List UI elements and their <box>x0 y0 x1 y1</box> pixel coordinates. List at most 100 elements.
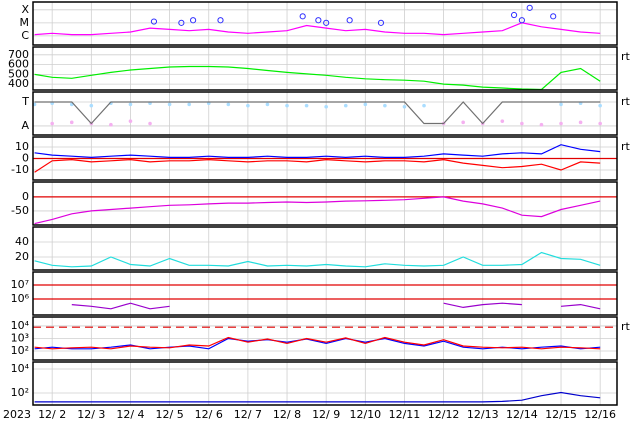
panel-frame <box>32 271 618 316</box>
data-point <box>128 119 133 123</box>
x-tick-label: 12/16 <box>584 408 616 421</box>
series-line <box>34 336 601 350</box>
y-tick-label: -10 <box>11 163 29 176</box>
data-point <box>50 121 54 126</box>
y-tick-label: -50 <box>11 204 29 217</box>
panel-frame <box>32 361 618 406</box>
data-point <box>69 120 74 125</box>
side-label: rt <box>621 320 631 333</box>
panel-frame <box>32 91 618 136</box>
y-tick-label: 0 <box>22 152 29 165</box>
data-point <box>550 13 557 20</box>
panel-frame <box>32 226 618 271</box>
series-line <box>71 302 601 310</box>
x-tick-label: 12/13 <box>467 408 499 421</box>
data-point <box>363 102 368 107</box>
data-point <box>299 13 306 20</box>
x-tick-label: 12/15 <box>545 408 577 421</box>
y-tick-label: 10² <box>11 344 29 357</box>
x-tick-label: 12/ 3 <box>77 408 105 421</box>
data-point <box>315 17 322 24</box>
y-tick-label: M <box>20 16 30 29</box>
y-tick-label: 40 <box>15 235 29 248</box>
y-tick-label: 500 <box>8 67 29 80</box>
data-point <box>539 122 544 127</box>
y-tick-label: T <box>21 95 29 108</box>
data-point <box>526 4 533 11</box>
x-tick-label: 12/12 <box>428 408 460 421</box>
data-point <box>324 105 328 109</box>
data-point <box>402 105 407 109</box>
data-point <box>510 11 518 19</box>
panel-frame <box>32 316 618 361</box>
x-tick-label: 12/ 5 <box>156 408 184 421</box>
side-label: rt <box>621 140 631 153</box>
data-point <box>598 103 602 108</box>
y-tick-label: C <box>21 29 29 42</box>
data-point <box>518 17 525 24</box>
year-label: 2023 <box>3 408 31 421</box>
x-tick-label: 12/10 <box>349 408 381 421</box>
series-line <box>34 101 601 125</box>
series-line <box>34 65 601 91</box>
data-point <box>346 17 353 24</box>
data-point <box>109 122 113 127</box>
data-point <box>383 103 387 108</box>
x-tick-label: 12/ 8 <box>273 408 301 421</box>
y-tick-label: A <box>21 119 29 132</box>
data-point <box>217 17 224 24</box>
data-point <box>461 120 465 125</box>
y-tick-label: 10⁴ <box>11 319 30 332</box>
y-tick-label: 10⁷ <box>11 278 29 291</box>
panel-frame <box>32 136 618 181</box>
data-point <box>500 119 505 123</box>
x-tick-label: 12/11 <box>389 408 421 421</box>
data-point <box>148 121 152 126</box>
data-point <box>559 102 563 107</box>
x-tick-label: 12/ 7 <box>234 408 262 421</box>
y-tick-label: 10⁴ <box>11 362 30 375</box>
y-tick-label: 10 <box>15 140 29 153</box>
data-point <box>178 19 185 26</box>
data-point <box>598 121 602 126</box>
y-tick-label: X <box>21 3 29 16</box>
series-line <box>34 391 601 403</box>
y-tick-label: 10⁶ <box>11 292 30 305</box>
data-point <box>285 103 289 108</box>
data-point <box>265 102 270 107</box>
data-point <box>304 103 309 108</box>
side-label: rt <box>621 95 631 108</box>
x-tick-label: 12/14 <box>506 408 538 421</box>
x-tick-label: 12/ 2 <box>38 408 66 421</box>
y-tick-label: 20 <box>15 250 29 263</box>
data-point <box>520 121 524 126</box>
series-line <box>34 158 601 173</box>
panel-frame <box>32 181 618 226</box>
data-point <box>246 103 250 108</box>
y-tick-label: 700 <box>8 48 29 61</box>
x-tick-label: 12/ 6 <box>195 408 223 421</box>
data-point <box>559 121 563 126</box>
series-line <box>34 22 601 36</box>
y-tick-label: 0 <box>22 190 29 203</box>
y-tick-label: 600 <box>8 58 29 71</box>
data-point <box>343 103 348 108</box>
data-point <box>422 103 426 108</box>
y-tick-label: 10² <box>11 386 29 399</box>
series-line <box>34 144 601 159</box>
data-point <box>189 17 197 24</box>
panel-frame <box>32 1 618 46</box>
data-point <box>377 19 385 26</box>
data-point <box>187 102 191 107</box>
panel-frame <box>32 46 618 91</box>
data-point <box>128 102 133 107</box>
x-tick-label: 12/ 4 <box>116 408 144 421</box>
data-point <box>323 19 330 26</box>
data-point <box>226 102 231 107</box>
y-tick-label: 10³ <box>11 331 29 344</box>
data-point <box>150 18 158 25</box>
data-point <box>89 103 94 108</box>
series-line <box>34 251 601 268</box>
data-point <box>578 120 583 125</box>
data-point <box>167 102 172 107</box>
